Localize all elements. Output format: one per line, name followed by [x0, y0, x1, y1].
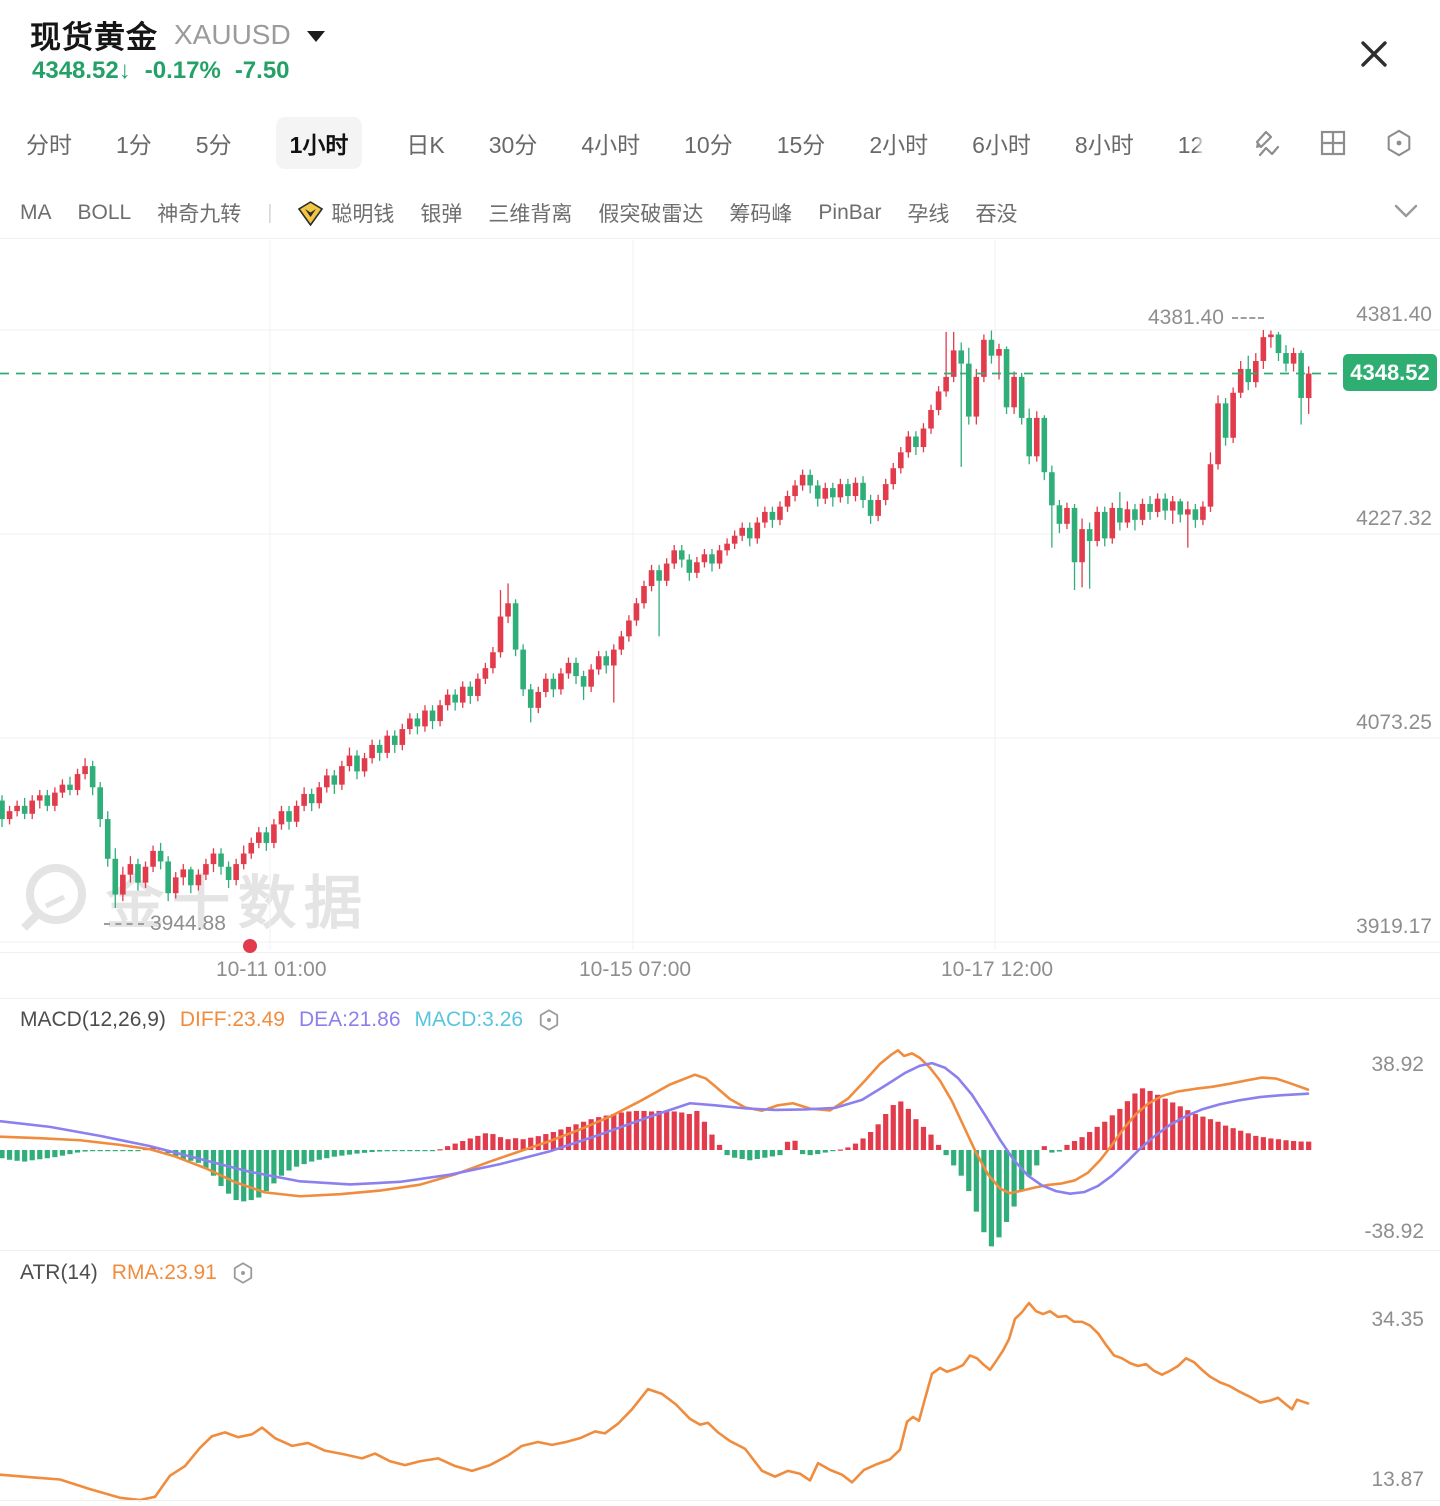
tab-fenshi[interactable]: 分时 [26, 132, 72, 158]
x-axis-label: 10-11 01:00 [216, 958, 327, 981]
y-axis-label: 3919.17 [1356, 915, 1432, 938]
atr-header: ATR(14) RMA:23.91 [20, 1261, 255, 1285]
high-price-marker: 4381.40 [1148, 306, 1224, 329]
tab-1min[interactable]: 1分 [116, 132, 152, 158]
y-axis-label: 4227.32 [1356, 507, 1432, 530]
chevron-down-icon [1394, 204, 1418, 217]
indicator-engulfing[interactable]: 吞没 [975, 203, 1018, 226]
tab-30min[interactable]: 30分 [488, 132, 538, 158]
macd-min-label: -38.92 [1364, 1220, 1424, 1243]
last-price-badge: 4348.52 [1343, 354, 1437, 391]
price-row: 4348.52↓ -0.17% -7.50 [32, 57, 290, 85]
divider [0, 998, 1440, 999]
atr-title: ATR(14) [20, 1261, 98, 1284]
timeframe-tabbar: 分时 1分 5分 1小时 日K 30分 4小时 10分 15分 2小时 6小时 … [0, 112, 1440, 174]
tab-5min[interactable]: 5分 [195, 132, 232, 158]
instrument-name: 现货黄金 [30, 20, 158, 55]
instrument-header[interactable]: 现货黄金 XAUUSD [30, 12, 325, 57]
indicator-divider: | [267, 201, 273, 224]
x-axis-label: 10-17 12:00 [941, 958, 1054, 981]
watermark: 金十数据 [16, 856, 370, 940]
indicator-harami[interactable]: 孕线 [907, 203, 950, 226]
indicator-ma[interactable]: MA [20, 201, 52, 224]
y-axis-label: 4381.40 [1356, 303, 1432, 326]
indicator-silver-bullet[interactable]: 银弹 [420, 203, 463, 226]
atr-settings-icon[interactable] [231, 1261, 255, 1285]
macd-header: MACD(12,26,9) DIFF:23.49 DEA:21.86 MACD:… [20, 1008, 561, 1032]
high-marker-dashes [1232, 317, 1264, 319]
indicator-bar: MA BOLL 神奇九转 | 聪明钱 银弹 三维背离 假突破雷达 筹码峰 Pin… [0, 188, 1440, 238]
draw-tool-button[interactable] [1252, 128, 1282, 158]
event-dot[interactable] [243, 939, 257, 953]
macd-max-label: 38.92 [1371, 1053, 1424, 1076]
tab-daily[interactable]: 日K [406, 132, 445, 158]
grid-icon [1320, 130, 1346, 156]
atr-rma-value: RMA:23.91 [111, 1261, 217, 1284]
change-percent: -0.17% [144, 57, 221, 84]
macd-title: MACD(12,26,9) [20, 1008, 166, 1031]
watermark-text: 金十数据 [106, 871, 371, 936]
tab-10min[interactable]: 10分 [684, 132, 733, 158]
indicator-magic-nine[interactable]: 神奇九转 [157, 203, 242, 226]
indicator-pinbar[interactable]: PinBar [818, 201, 882, 224]
low-price-marker: 3944.88 [150, 912, 226, 935]
macd-dea-value: DEA:21.86 [298, 1008, 401, 1031]
x-axis-label: 10-15 07:00 [579, 958, 692, 981]
arrow-down-icon: ↓ [118, 57, 131, 84]
tab-6hour[interactable]: 6小时 [972, 132, 1031, 158]
y-axis-label: 4073.25 [1356, 711, 1432, 734]
indicator-smart-money[interactable]: 聪明钱 [298, 198, 394, 228]
draw-pen-icon [1255, 130, 1280, 157]
tab-15min[interactable]: 15分 [776, 132, 826, 158]
macd-settings-icon[interactable] [537, 1008, 561, 1032]
indicator-boll[interactable]: BOLL [77, 201, 132, 224]
low-marker-dashes [104, 923, 144, 925]
macd-hist-value: MACD:3.26 [414, 1008, 524, 1031]
close-button[interactable] [1352, 32, 1396, 76]
layout-grid-button[interactable] [1318, 128, 1348, 158]
change-absolute: -7.50 [234, 57, 290, 84]
tab-2hour[interactable]: 2小时 [869, 132, 929, 158]
divider [0, 952, 1440, 953]
divider [0, 1250, 1440, 1251]
chart-settings-button[interactable] [1384, 128, 1414, 158]
chevron-down-icon[interactable] [306, 31, 325, 42]
atr-min-label: 13.87 [1371, 1468, 1424, 1491]
hexagon-settings-icon [1387, 129, 1411, 157]
divider [0, 1500, 1440, 1501]
tab-1hour[interactable]: 1小时 [275, 117, 363, 169]
tab-4hour[interactable]: 4小时 [581, 132, 641, 158]
indicator-fake-breakout-radar[interactable]: 假突破雷达 [598, 203, 704, 226]
tab-12hour[interactable]: 12小时 [1177, 132, 1208, 158]
indicator-3d-divergence[interactable]: 三维背离 [488, 203, 573, 226]
instrument-symbol: XAUUSD [174, 18, 291, 50]
indicator-chip-peak[interactable]: 筹码峰 [729, 203, 793, 226]
indicator-expand-button[interactable] [1392, 202, 1420, 225]
divider [0, 238, 1440, 239]
tab-8hour[interactable]: 8小时 [1074, 132, 1134, 158]
jin10-logo-icon [21, 864, 86, 931]
macd-diff-value: DIFF:23.49 [179, 1008, 285, 1031]
close-icon [1361, 41, 1387, 67]
premium-diamond-icon [298, 200, 324, 226]
atr-max-label: 34.35 [1371, 1308, 1424, 1331]
last-price: 4348.52↓ [32, 57, 131, 84]
